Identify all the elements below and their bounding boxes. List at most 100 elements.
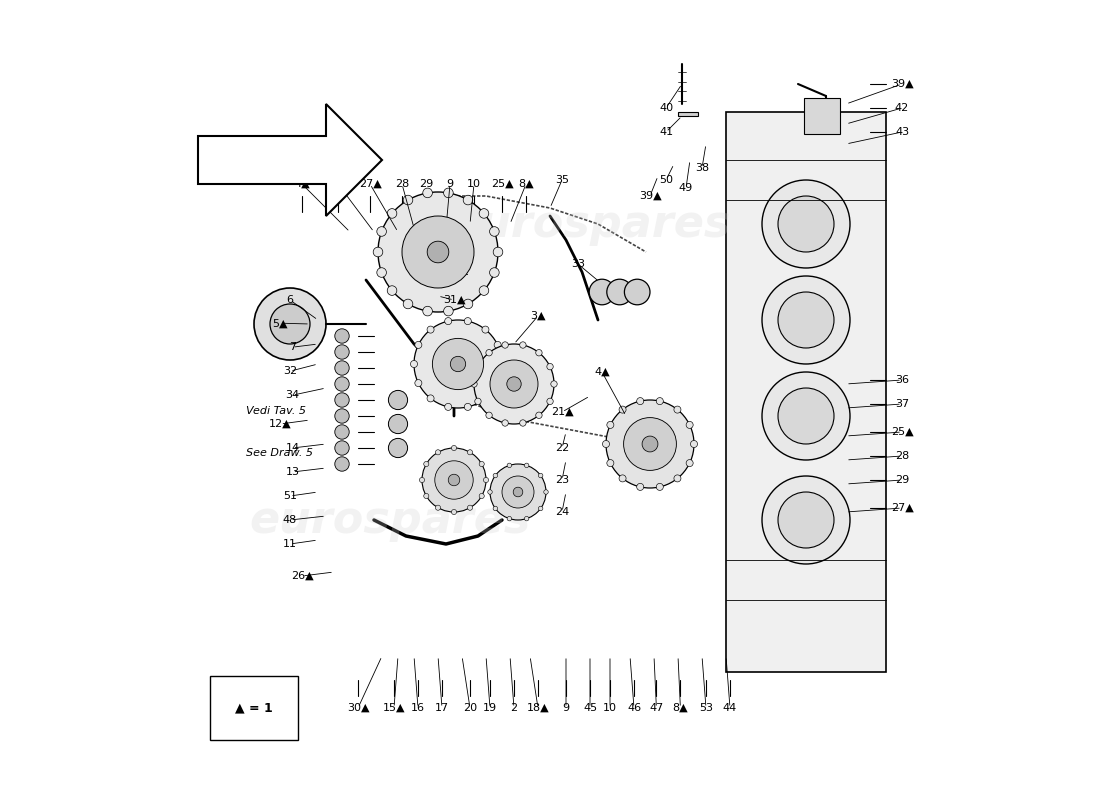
Text: 30▲: 30▲ — [346, 703, 370, 713]
Circle shape — [778, 492, 834, 548]
Circle shape — [619, 475, 626, 482]
Circle shape — [490, 464, 546, 520]
Text: 17: 17 — [434, 703, 449, 713]
Text: Vedi Tav. 5: Vedi Tav. 5 — [246, 406, 306, 416]
Circle shape — [490, 360, 538, 408]
Text: 18▲: 18▲ — [527, 703, 549, 713]
Text: 44: 44 — [331, 179, 345, 189]
Circle shape — [443, 188, 453, 198]
Circle shape — [778, 388, 834, 444]
Circle shape — [483, 478, 488, 482]
Circle shape — [334, 393, 349, 407]
Text: eurospares: eurospares — [250, 498, 530, 542]
Circle shape — [414, 320, 502, 408]
Text: 9: 9 — [562, 703, 570, 713]
Circle shape — [674, 406, 681, 413]
Circle shape — [551, 381, 558, 387]
Text: 6: 6 — [286, 295, 294, 305]
Text: ▲ = 1: ▲ = 1 — [235, 702, 273, 714]
Circle shape — [762, 476, 850, 564]
Text: 48: 48 — [283, 515, 297, 525]
Circle shape — [547, 398, 553, 405]
Text: 15▲: 15▲ — [383, 703, 405, 713]
Text: 11: 11 — [283, 539, 297, 549]
Circle shape — [480, 209, 488, 218]
Circle shape — [607, 422, 614, 429]
Circle shape — [493, 506, 497, 510]
Text: 9: 9 — [447, 179, 453, 189]
Circle shape — [471, 381, 477, 387]
Circle shape — [480, 494, 484, 498]
Text: 10: 10 — [603, 703, 617, 713]
Circle shape — [487, 490, 492, 494]
Circle shape — [463, 299, 473, 309]
Polygon shape — [678, 112, 698, 116]
Circle shape — [507, 516, 512, 521]
Circle shape — [410, 361, 418, 367]
Circle shape — [480, 286, 488, 295]
Circle shape — [507, 377, 521, 391]
Text: 28: 28 — [895, 451, 909, 461]
Circle shape — [498, 361, 506, 367]
Circle shape — [334, 441, 349, 455]
Circle shape — [424, 494, 429, 498]
Text: See Draw. 5: See Draw. 5 — [246, 448, 314, 458]
Text: 25▲: 25▲ — [491, 179, 514, 189]
Text: 3▲: 3▲ — [530, 311, 546, 321]
Text: 52: 52 — [455, 267, 469, 277]
Text: 27▲: 27▲ — [359, 179, 382, 189]
Text: 21▲: 21▲ — [551, 407, 573, 417]
Circle shape — [657, 483, 663, 490]
FancyBboxPatch shape — [804, 98, 839, 134]
Circle shape — [468, 450, 473, 455]
Circle shape — [778, 292, 834, 348]
Circle shape — [502, 476, 534, 508]
Circle shape — [486, 412, 493, 418]
Circle shape — [543, 490, 548, 494]
Circle shape — [762, 180, 850, 268]
Text: 22: 22 — [554, 443, 569, 453]
Circle shape — [415, 379, 422, 386]
Text: 31▲: 31▲ — [442, 295, 465, 305]
Circle shape — [607, 459, 614, 466]
Circle shape — [603, 441, 609, 447]
Circle shape — [474, 344, 554, 424]
Text: 14: 14 — [285, 443, 299, 453]
Circle shape — [270, 304, 310, 344]
Circle shape — [334, 361, 349, 375]
Text: 7: 7 — [289, 342, 296, 352]
Circle shape — [619, 406, 626, 413]
Circle shape — [686, 422, 693, 429]
Text: 39▲: 39▲ — [891, 79, 913, 89]
Text: 27▲: 27▲ — [891, 503, 913, 513]
Circle shape — [448, 474, 460, 486]
Text: 49: 49 — [679, 183, 693, 193]
Circle shape — [464, 318, 471, 325]
Circle shape — [607, 279, 632, 305]
Circle shape — [427, 395, 434, 402]
Circle shape — [514, 487, 522, 497]
Circle shape — [525, 516, 529, 521]
Circle shape — [422, 188, 432, 198]
Circle shape — [762, 276, 850, 364]
Text: 25▲: 25▲ — [891, 427, 913, 437]
Circle shape — [388, 414, 408, 434]
Circle shape — [468, 505, 473, 510]
Circle shape — [422, 448, 486, 512]
Text: 26▲: 26▲ — [290, 571, 314, 581]
Text: 4▲: 4▲ — [594, 367, 609, 377]
Circle shape — [434, 461, 473, 499]
Text: 40: 40 — [659, 103, 673, 113]
Circle shape — [691, 441, 697, 447]
Text: 29: 29 — [419, 179, 433, 189]
Text: 35: 35 — [556, 175, 569, 185]
Circle shape — [427, 242, 449, 262]
Circle shape — [334, 345, 349, 359]
Polygon shape — [198, 104, 382, 216]
Circle shape — [494, 379, 502, 386]
Circle shape — [415, 342, 422, 349]
Circle shape — [451, 446, 456, 450]
Circle shape — [606, 400, 694, 488]
Circle shape — [642, 436, 658, 452]
Circle shape — [444, 318, 452, 325]
